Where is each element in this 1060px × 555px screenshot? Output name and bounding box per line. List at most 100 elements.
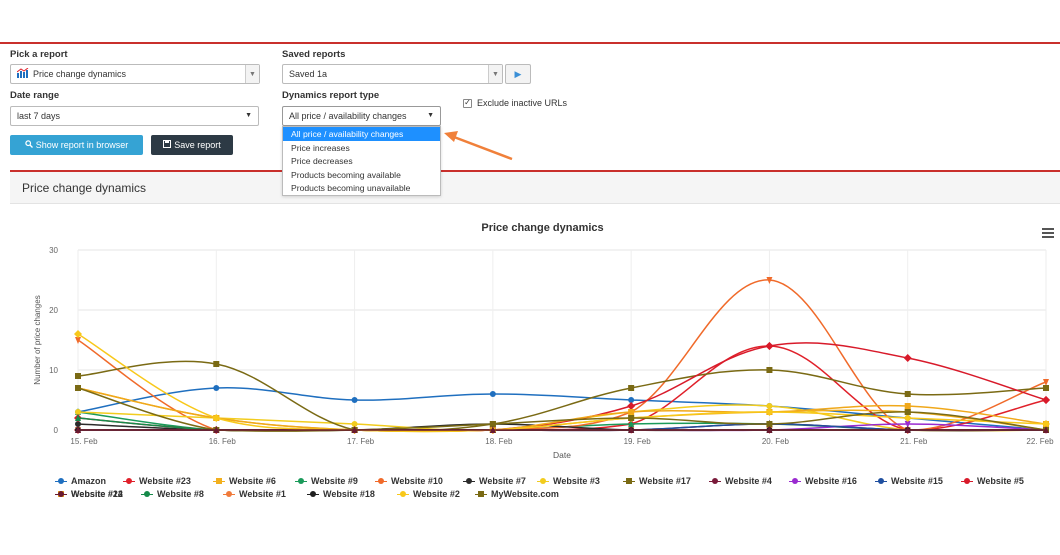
dropdown-option[interactable]: All price / availability changes: [283, 127, 440, 141]
exclude-inactive-row[interactable]: ✓ Exclude inactive URLs: [463, 98, 567, 108]
data-point: [903, 414, 912, 422]
dropdown-option[interactable]: Price decreases: [291, 156, 353, 167]
legend-symbol: [463, 477, 475, 485]
legend-item[interactable]: Website #3: [537, 476, 600, 486]
legend-item[interactable]: Website #17: [623, 476, 691, 486]
legend-item[interactable]: Website #6: [213, 476, 276, 486]
chart-title: Price change dynamics: [481, 222, 604, 234]
data-point: [75, 373, 81, 379]
data-point: [351, 426, 358, 433]
legend-symbol: [213, 477, 225, 485]
y-axis-title: Number of price changes: [33, 295, 42, 384]
legend-symbol: [307, 490, 319, 498]
y-tick-label: 0: [54, 426, 59, 435]
series-website-24: [75, 385, 1049, 433]
data-point: [904, 421, 911, 428]
data-point: [75, 421, 81, 427]
series-website-6: [75, 385, 1049, 433]
data-point: [75, 337, 81, 344]
saved-reports-value: Saved 1a: [289, 69, 328, 79]
dropdown-option[interactable]: Products becoming available: [291, 169, 401, 180]
save-report-button[interactable]: Save report: [151, 135, 233, 155]
legend-label: Amazon: [71, 476, 107, 486]
save-report-label: Save report: [174, 140, 221, 150]
legend-label: MyWebsite.com: [491, 489, 559, 499]
legend-item[interactable]: Website #7: [463, 476, 526, 486]
annotation-arrow: [444, 131, 513, 161]
legend-label: Website #5: [977, 476, 1024, 486]
legend-item[interactable]: Website #9: [295, 476, 358, 486]
series-line: [77, 279, 1047, 432]
legend-item[interactable]: Website #15: [875, 476, 943, 486]
legend-label: Website #2: [413, 489, 460, 499]
legend-item[interactable]: Website #12: [55, 489, 123, 499]
series-website-2: [74, 330, 1050, 434]
legend-item[interactable]: Website #23: [123, 476, 191, 486]
legend-item[interactable]: Amazon: [55, 476, 106, 486]
date-range-value: last 7 days: [17, 111, 61, 121]
data-point: [74, 330, 82, 338]
legend-item[interactable]: Website #10: [375, 476, 443, 486]
dropdown-option[interactable]: Products becoming unavailable: [291, 183, 411, 194]
legend-label: Website #7: [479, 476, 526, 486]
data-point: [904, 403, 911, 409]
caret-down-icon: ▼: [245, 112, 252, 119]
data-point: [75, 426, 81, 433]
legend-label: Website #9: [311, 476, 358, 486]
legend-label: Website #16: [805, 476, 857, 486]
chart-report-icon: [16, 67, 29, 80]
legend-label: Website #3: [553, 476, 600, 486]
chevron-down-icon[interactable]: ▼: [245, 65, 259, 83]
data-point: [489, 391, 496, 397]
panel-title: Price change dynamics: [10, 172, 1060, 204]
data-point: [627, 402, 636, 410]
legend-symbol: [475, 490, 487, 498]
legend-symbol: [55, 490, 67, 498]
play-icon: ▶: [514, 68, 522, 79]
show-report-button[interactable]: Show report in browser: [10, 135, 143, 155]
x-tick-label: 22. Feb: [1026, 437, 1054, 446]
pick-report-select[interactable]: Price change dynamics ▼: [10, 64, 260, 84]
search-icon: [25, 140, 33, 150]
data-point: [766, 403, 773, 409]
legend-item[interactable]: Website #16: [789, 476, 857, 486]
legend-item[interactable]: Website #1: [223, 489, 286, 499]
data-point: [628, 409, 635, 415]
saved-reports-select[interactable]: Saved 1a ▼: [282, 64, 503, 84]
date-range-label: Date range: [10, 90, 60, 101]
dynamics-type-select[interactable]: All price / availability changes ▼: [282, 106, 441, 126]
legend-item[interactable]: Website #8: [141, 489, 204, 499]
saved-reports-label: Saved reports: [282, 49, 346, 60]
dropdown-option[interactable]: Price increases: [291, 142, 350, 153]
legend-item[interactable]: Website #18: [307, 489, 375, 499]
data-point: [904, 391, 911, 397]
legend-item[interactable]: Website #2: [397, 489, 460, 499]
data-point: [904, 426, 911, 433]
legend-symbol: [375, 477, 387, 485]
exclude-inactive-checkbox[interactable]: ✓: [463, 98, 472, 108]
load-saved-report-button[interactable]: ▶: [505, 64, 531, 84]
dynamics-type-dropdown-menu: All price / availability changes Price in…: [282, 126, 441, 196]
chevron-down-icon[interactable]: ▼: [488, 65, 502, 83]
hamburger-menu-icon[interactable]: [1042, 228, 1054, 240]
data-point: [628, 420, 635, 427]
legend-symbol: [295, 477, 307, 485]
x-tick-label: 17. Feb: [347, 437, 375, 446]
legend-item[interactable]: Website #4: [709, 476, 772, 486]
pick-report-label: Pick a report: [10, 49, 68, 60]
legend-label: Website #15: [891, 476, 943, 486]
data-point: [1042, 420, 1050, 428]
legend-symbol: [709, 477, 721, 485]
legend-item[interactable]: MyWebsite.com: [475, 489, 559, 499]
legend-label: Website #23: [139, 476, 191, 486]
legend-symbol: [123, 477, 135, 485]
data-point: [213, 426, 220, 433]
data-point: [628, 426, 635, 433]
line-chart: 0 10 20 30 15. Feb 16. Feb 17. Feb 18. Feb 19. F…: [33, 246, 1054, 460]
legend-item[interactable]: Website #5: [961, 476, 1024, 486]
floppy-disk-icon: [163, 140, 172, 150]
data-point: [75, 385, 81, 391]
legend-symbol: [875, 477, 887, 485]
data-point: [765, 342, 774, 350]
date-range-select[interactable]: last 7 days ▼: [10, 106, 259, 126]
